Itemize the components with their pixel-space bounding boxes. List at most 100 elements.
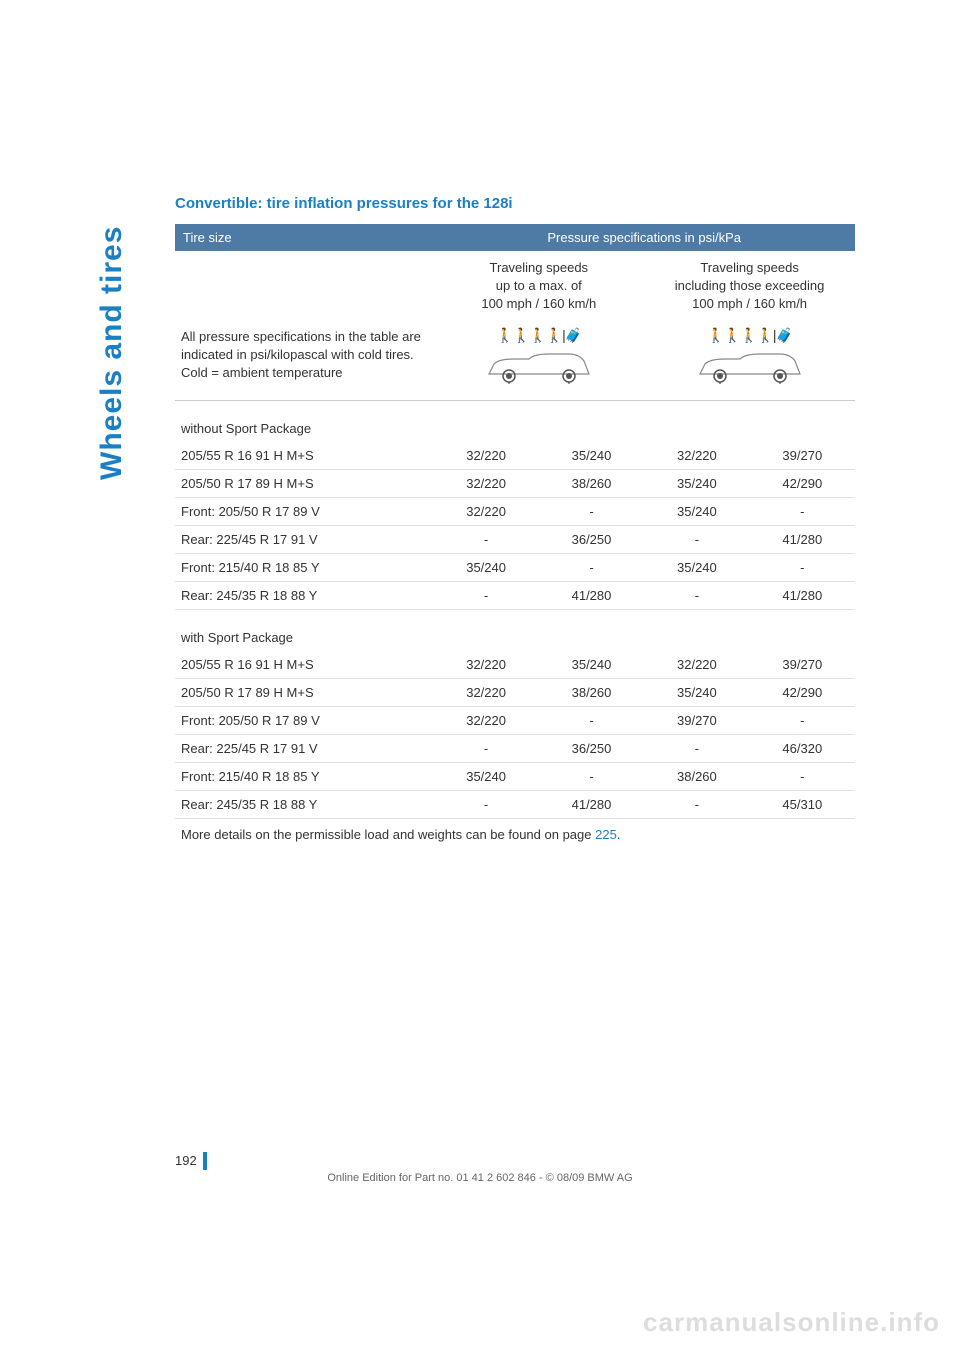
val: -	[433, 525, 538, 553]
val: -	[539, 706, 644, 734]
table-row: Rear: 245/35 R 18 88 Y-41/280-45/310	[175, 790, 855, 818]
section-label-with: with Sport Package	[175, 609, 855, 651]
val: 35/240	[644, 469, 749, 497]
table-row: Front: 215/40 R 18 85 Y35/240-38/260-	[175, 762, 855, 790]
table-row: Front: 205/50 R 17 89 V32/220-39/270-	[175, 706, 855, 734]
section-heading: Convertible: tire inflation pressures fo…	[175, 195, 855, 212]
val: 35/240	[433, 762, 538, 790]
val: 32/220	[644, 442, 749, 470]
header-pressure-spec: Pressure specifications in psi/kPa	[433, 224, 855, 251]
pressure-note: All pressure specifications in the table…	[175, 322, 433, 397]
tire-pressure-table: Tire size Pressure specifications in psi…	[175, 224, 855, 850]
table-row: Rear: 225/45 R 17 91 V-36/250-41/280	[175, 525, 855, 553]
subheader-right-line3: 100 mph / 160 km/h	[692, 296, 807, 311]
val: 35/240	[644, 497, 749, 525]
subheader-right: Traveling speeds including those exceedi…	[644, 251, 855, 322]
page-link[interactable]: 225	[595, 827, 617, 842]
header-tire-size: Tire size	[175, 224, 433, 251]
val: 41/280	[539, 581, 644, 609]
table-footer-note: More details on the permissible load and…	[175, 818, 855, 850]
tire-size: Rear: 245/35 R 18 88 Y	[175, 581, 433, 609]
val: 32/220	[433, 469, 538, 497]
val: -	[750, 762, 855, 790]
val: 41/280	[539, 790, 644, 818]
val: 38/260	[539, 678, 644, 706]
val: 39/270	[644, 706, 749, 734]
val: 41/280	[750, 581, 855, 609]
val: -	[433, 581, 538, 609]
val: -	[750, 553, 855, 581]
val: 35/240	[644, 553, 749, 581]
car-silhouette-icon	[695, 349, 805, 384]
tire-size: Rear: 225/45 R 17 91 V	[175, 734, 433, 762]
val: -	[644, 734, 749, 762]
val: 35/240	[433, 553, 538, 581]
val: 32/220	[433, 706, 538, 734]
table-row: Front: 205/50 R 17 89 V32/220-35/240-	[175, 497, 855, 525]
page-number: 192	[175, 1152, 207, 1170]
people-icon: 🚶🚶🚶🚶|🧳	[439, 326, 638, 346]
page-content: Convertible: tire inflation pressures fo…	[175, 195, 855, 850]
val: 45/310	[750, 790, 855, 818]
table-row: 205/50 R 17 89 H M+S32/22038/26035/24042…	[175, 469, 855, 497]
table-row: Rear: 225/45 R 17 91 V-36/250-46/320	[175, 734, 855, 762]
val: 32/220	[433, 497, 538, 525]
val: 32/220	[433, 442, 538, 470]
sub-header-row: Traveling speeds up to a max. of 100 mph…	[175, 251, 855, 322]
subheader-left: Traveling speeds up to a max. of 100 mph…	[433, 251, 644, 322]
footer-text-after: .	[617, 827, 621, 842]
val: 42/290	[750, 469, 855, 497]
table-row: 205/55 R 16 91 H M+S32/22035/24032/22039…	[175, 651, 855, 679]
val: -	[539, 762, 644, 790]
section-label-without: without Sport Package	[175, 400, 855, 442]
without-sport-label: without Sport Package	[175, 400, 855, 442]
subheader-right-line2: including those exceeding	[675, 278, 825, 293]
val: -	[644, 525, 749, 553]
note-row: All pressure specifications in the table…	[175, 322, 855, 397]
table-row: Rear: 245/35 R 18 88 Y-41/280-41/280	[175, 581, 855, 609]
val: 35/240	[539, 651, 644, 679]
tire-size: 205/50 R 17 89 H M+S	[175, 469, 433, 497]
table-row: Front: 215/40 R 18 85 Y35/240-35/240-	[175, 553, 855, 581]
val: 36/250	[539, 734, 644, 762]
car-silhouette-icon	[484, 349, 594, 384]
val: -	[539, 553, 644, 581]
val: 38/260	[644, 762, 749, 790]
val: -	[750, 706, 855, 734]
footer-text-before: More details on the permissible load and…	[181, 827, 595, 842]
val: -	[750, 497, 855, 525]
val: -	[644, 790, 749, 818]
val: 46/320	[750, 734, 855, 762]
watermark: carmanualsonline.info	[643, 1307, 940, 1338]
tire-size: Front: 215/40 R 18 85 Y	[175, 762, 433, 790]
table-header-row: Tire size Pressure specifications in psi…	[175, 224, 855, 251]
table-row: 205/55 R 16 91 H M+S32/22035/24032/22039…	[175, 442, 855, 470]
tire-size: Front: 205/50 R 17 89 V	[175, 497, 433, 525]
subheader-right-line1: Traveling speeds	[700, 260, 799, 275]
val: 41/280	[750, 525, 855, 553]
val: 38/260	[539, 469, 644, 497]
val: -	[644, 581, 749, 609]
val: -	[539, 497, 644, 525]
tire-size: 205/50 R 17 89 H M+S	[175, 678, 433, 706]
val: 39/270	[750, 442, 855, 470]
subheader-left-line3: 100 mph / 160 km/h	[481, 296, 596, 311]
tire-size: 205/55 R 16 91 H M+S	[175, 442, 433, 470]
tire-size: 205/55 R 16 91 H M+S	[175, 651, 433, 679]
tire-size: Rear: 225/45 R 17 91 V	[175, 525, 433, 553]
load-icon-left: 🚶🚶🚶🚶|🧳	[433, 322, 644, 397]
val: -	[433, 790, 538, 818]
val: -	[433, 734, 538, 762]
load-icon-right: 🚶🚶🚶🚶|🧳	[644, 322, 855, 397]
people-icon: 🚶🚶🚶🚶|🧳	[650, 326, 849, 346]
tire-size: Front: 205/50 R 17 89 V	[175, 706, 433, 734]
val: 36/250	[539, 525, 644, 553]
val: 32/220	[644, 651, 749, 679]
subheader-left-line2: up to a max. of	[496, 278, 582, 293]
with-sport-label: with Sport Package	[175, 609, 855, 651]
val: 42/290	[750, 678, 855, 706]
table-row: 205/50 R 17 89 H M+S32/22038/26035/24042…	[175, 678, 855, 706]
edition-line: Online Edition for Part no. 01 41 2 602 …	[0, 1172, 960, 1184]
tire-size: Rear: 245/35 R 18 88 Y	[175, 790, 433, 818]
val: 39/270	[750, 651, 855, 679]
